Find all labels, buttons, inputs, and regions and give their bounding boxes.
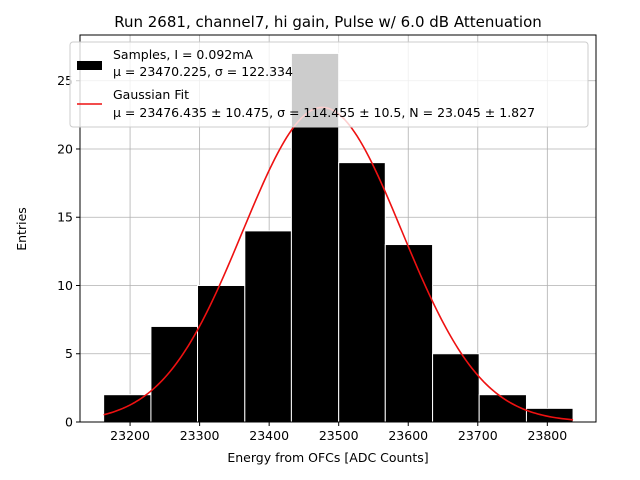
x-axis-ticks: 23200 23300 23400 23500 23600 23700 23800 [110,422,567,443]
histogram-bar [384,244,434,423]
y-tick-label: 20 [57,141,73,156]
y-tick-label: 0 [65,415,73,430]
histogram-bar [244,230,292,423]
histogram-bar [478,394,527,423]
histogram-bar [197,284,246,423]
y-axis-label: Entries [14,207,29,251]
histogram-bar [432,353,480,423]
x-tick-label: 23200 [110,428,150,443]
y-tick-label: 5 [65,346,73,361]
y-tick-label: 10 [57,278,73,293]
plot-frame [79,34,597,423]
y-axis-ticks: 0 5 10 15 20 25 [57,73,80,430]
legend-samples-swatch [77,61,102,70]
legend-samples-stats: μ = 23470.225, σ = 122.334 [113,64,293,79]
y-tick-label: 25 [57,73,73,88]
x-tick-label: 23800 [527,428,567,443]
legend-fit-stats: μ = 23476.435 ± 10.475, σ = 114.455 ± 10… [113,105,535,120]
x-tick-label: 23500 [319,428,359,443]
histogram-bar [525,407,574,423]
chart-title: Run 2681, channel7, hi gain, Pulse w/ 6.… [114,13,542,31]
x-axis-label: Energy from OFCs [ADC Counts] [227,450,428,465]
legend-box [69,41,589,128]
x-tick-label: 23600 [388,428,428,443]
x-tick-label: 23700 [458,428,498,443]
legend: Samples, I = 0.092mA μ = 23470.225, σ = … [69,41,589,128]
histogram-bar [103,394,152,423]
histogram-bar [338,162,386,423]
x-tick-label: 23400 [249,428,289,443]
x-tick-label: 23300 [180,428,220,443]
y-tick-label: 15 [57,210,73,225]
legend-fit-label: Gaussian Fit [113,87,189,102]
legend-samples-label: Samples, I = 0.092mA [113,47,253,62]
